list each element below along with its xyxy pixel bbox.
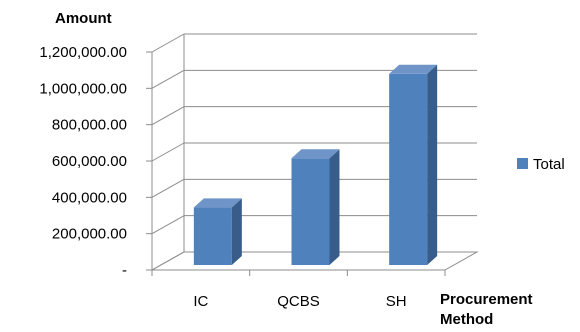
bar-top-sh bbox=[389, 64, 438, 74]
gridline-side bbox=[151, 215, 185, 235]
y-axis-label: Amount bbox=[55, 10, 112, 27]
gridline-side bbox=[151, 142, 185, 162]
gridline-side bbox=[151, 106, 185, 126]
bar-ic bbox=[193, 207, 232, 265]
legend: Total bbox=[517, 156, 565, 173]
bar-side-sh bbox=[427, 64, 438, 265]
y-tick-label: 1,000,000.00 bbox=[39, 80, 127, 97]
bar-side-ic bbox=[231, 198, 242, 265]
y-tick-label: 1,200,000.00 bbox=[39, 44, 127, 61]
x-tick-labels: IC QCBS SH bbox=[193, 293, 406, 310]
bar-top-qcbs bbox=[291, 149, 340, 159]
bars bbox=[193, 64, 438, 265]
x-axis-label-line: Method bbox=[440, 311, 493, 328]
x-tick-label: SH bbox=[386, 293, 407, 310]
y-tick-label: 600,000.00 bbox=[52, 153, 127, 170]
y-tick-labels: - 200,000.00 400,000.00 600,000.00 800,000.0… bbox=[39, 44, 127, 279]
axes bbox=[146, 34, 479, 276]
bar-qcbs bbox=[291, 158, 330, 265]
x-axis-label-line: Procurement bbox=[440, 291, 533, 308]
y-tick-label: 800,000.00 bbox=[52, 117, 127, 134]
x-tick-label: IC bbox=[193, 293, 208, 310]
y-tick-label: 400,000.00 bbox=[52, 189, 127, 206]
bar-side-qcbs bbox=[329, 149, 340, 265]
y-tick-label: 200,000.00 bbox=[52, 226, 127, 243]
gridline-side bbox=[151, 69, 185, 89]
legend-label: Total bbox=[533, 156, 565, 173]
gridline-side bbox=[151, 178, 185, 198]
x-tick-label: QCBS bbox=[277, 293, 320, 310]
bar-top-ic bbox=[193, 198, 242, 208]
bar-sh bbox=[389, 73, 428, 265]
y-tick-label: - bbox=[122, 262, 127, 279]
gridline-side bbox=[151, 33, 185, 53]
x-axis-label: Procurement Method bbox=[440, 291, 533, 328]
legend-swatch bbox=[517, 158, 528, 169]
